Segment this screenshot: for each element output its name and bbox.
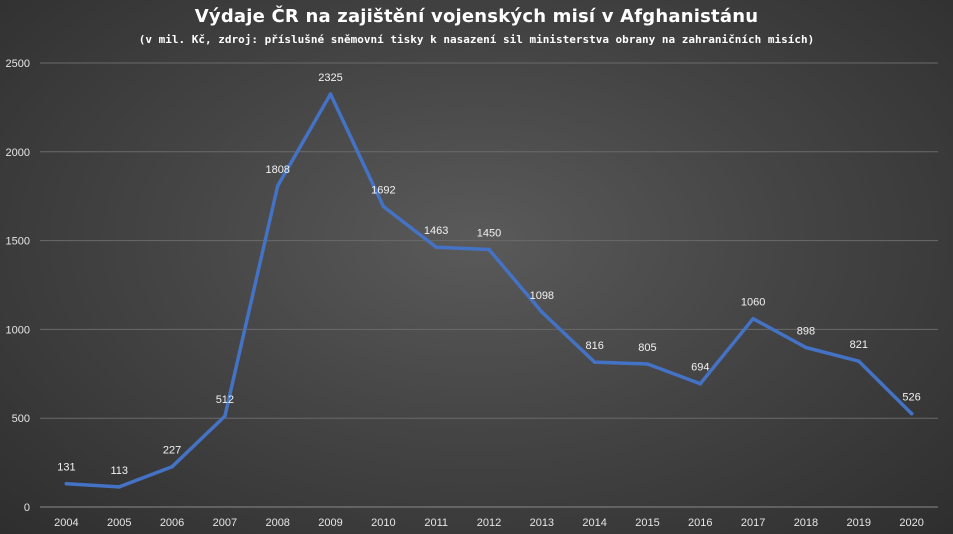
x-tick-label: 2004 xyxy=(54,517,78,529)
data-label: 131 xyxy=(57,462,75,474)
chart-title: Výdaje ČR na zajištění vojenských misí v… xyxy=(194,6,759,27)
data-point xyxy=(223,414,227,418)
y-tick-label: 2000 xyxy=(6,147,30,159)
data-label: 1060 xyxy=(741,297,765,309)
x-tick-label: 2012 xyxy=(477,517,501,529)
data-label: 227 xyxy=(163,445,181,457)
y-tick-label: 0 xyxy=(24,502,30,514)
x-tick-label: 2009 xyxy=(318,517,342,529)
x-tick-label: 2007 xyxy=(213,517,237,529)
x-tick-label: 2017 xyxy=(741,517,765,529)
y-tick-label: 1500 xyxy=(6,236,30,248)
data-point xyxy=(645,362,650,366)
x-tick-label: 2019 xyxy=(847,517,871,529)
data-point xyxy=(592,360,597,364)
x-tick-label: 2013 xyxy=(530,517,554,529)
y-tick-label: 500 xyxy=(12,413,30,425)
data-label: 694 xyxy=(691,362,709,374)
data-label: 113 xyxy=(110,465,128,477)
x-tick-label: 2006 xyxy=(160,517,184,529)
data-point xyxy=(804,345,808,350)
data-point xyxy=(275,184,280,188)
data-point xyxy=(856,359,861,363)
x-tick-label: 2018 xyxy=(794,517,818,529)
data-label: 898 xyxy=(797,326,815,338)
x-tick-label: 2010 xyxy=(371,517,395,529)
chart-subtitle: (v mil. Kč, zdroj: příslušné sněmovní ti… xyxy=(138,33,815,46)
data-point xyxy=(117,485,122,489)
data-point xyxy=(64,481,69,486)
data-point xyxy=(540,310,544,314)
data-point xyxy=(381,204,386,209)
data-label: 512 xyxy=(216,394,234,406)
data-label: 1450 xyxy=(477,227,501,239)
data-label: 1463 xyxy=(424,225,448,237)
x-tick-label: 2016 xyxy=(688,517,712,529)
y-tick-label: 2500 xyxy=(6,58,30,70)
data-point xyxy=(328,92,333,96)
data-point xyxy=(170,464,174,469)
data-point xyxy=(909,411,914,416)
data-point xyxy=(487,247,491,252)
x-tick-label: 2015 xyxy=(635,517,659,529)
y-tick-label: 1000 xyxy=(6,324,30,336)
series-line xyxy=(64,92,914,489)
data-label: 805 xyxy=(638,342,656,354)
data-point xyxy=(698,381,703,386)
x-tick-label: 2005 xyxy=(107,517,131,529)
x-tick-label: 2008 xyxy=(265,517,289,529)
data-label: 816 xyxy=(585,340,603,352)
data-label: 1692 xyxy=(371,185,395,197)
data-label: 821 xyxy=(850,339,868,351)
x-tick-label: 2011 xyxy=(424,517,448,529)
data-point xyxy=(751,316,755,321)
x-tick-label: 2020 xyxy=(899,517,923,529)
data-label: 2325 xyxy=(318,72,342,84)
data-point xyxy=(434,245,438,249)
data-label: 1808 xyxy=(265,164,289,176)
x-tick-label: 2014 xyxy=(582,517,606,529)
data-label: 1098 xyxy=(530,290,554,302)
data-label: 526 xyxy=(902,392,920,404)
